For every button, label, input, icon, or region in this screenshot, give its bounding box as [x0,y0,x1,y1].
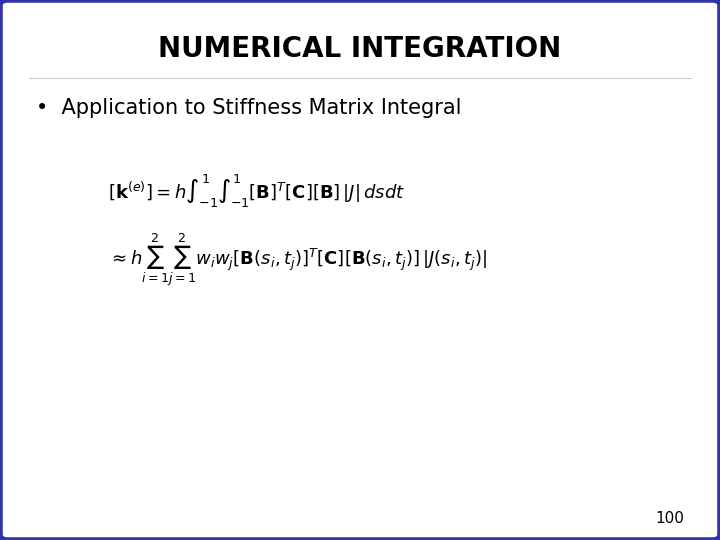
Text: NUMERICAL INTEGRATION: NUMERICAL INTEGRATION [158,35,562,63]
Text: 100: 100 [655,511,684,526]
Text: •  Application to Stiffness Matrix Integral: • Application to Stiffness Matrix Integr… [36,98,462,118]
Text: $\approx h\sum_{i=1}^{2}\sum_{j=1}^{2}w_i w_j [\mathbf{B}(s_i,t_j)]^T[\mathbf{C}: $\approx h\sum_{i=1}^{2}\sum_{j=1}^{2}w_… [108,231,487,288]
Text: $[\mathbf{k}^{(e)}] = h\int_{-1}^{1}\int_{-1}^{1}[\mathbf{B}]^T[\mathbf{C}][\mat: $[\mathbf{k}^{(e)}] = h\int_{-1}^{1}\int… [108,173,405,210]
